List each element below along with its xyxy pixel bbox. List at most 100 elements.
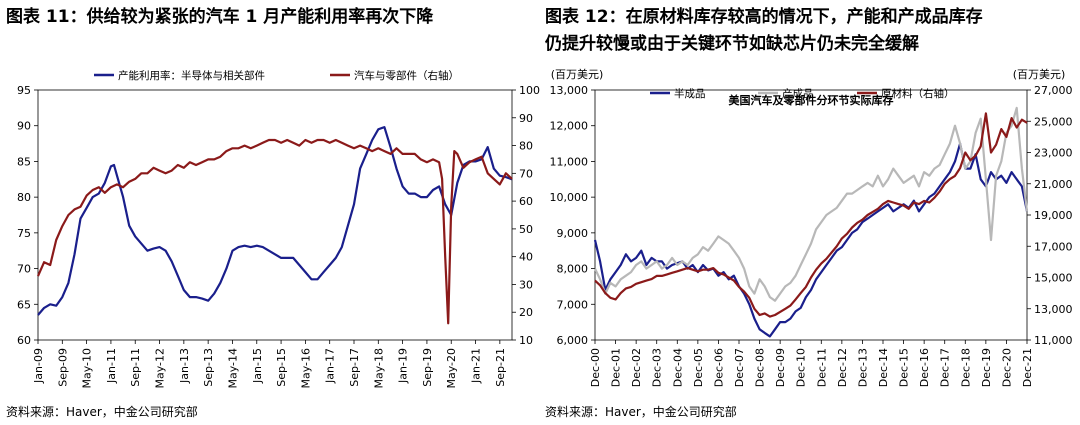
series-line-3 — [594, 112, 1028, 318]
y-left-tick-label: 8,000 — [557, 263, 589, 276]
legend-label: 原材料（右轴） — [881, 87, 955, 100]
plot-frame — [594, 89, 1028, 341]
y-left-tick-label: 75 — [17, 227, 31, 240]
x-tick-label: Jan-13 — [178, 348, 191, 384]
x-tick-label: Jan-21 — [470, 348, 483, 384]
y-right-tick-label: 60 — [519, 195, 533, 208]
y-right-tick-label: 19,000 — [1034, 209, 1073, 222]
y-right-tick-label: 20 — [519, 306, 533, 319]
x-tick-label: Sep-11 — [129, 348, 142, 387]
x-tick-label: Jan-19 — [397, 348, 410, 384]
x-tick-label: May-10 — [81, 348, 94, 389]
x-tick-label: May-14 — [226, 348, 239, 389]
source-note: 资料来源：Haver，中金公司研究部 — [545, 405, 737, 419]
y-left-tick-label: 6,000 — [557, 334, 589, 347]
y-right-tick-label: 27,000 — [1034, 84, 1073, 97]
y-left-unit-label: (百万美元) — [551, 68, 604, 81]
x-tick-label: Dec-00 — [589, 348, 602, 387]
y-left-tick-label: 60 — [17, 334, 31, 347]
capacity-utilization-chart: 60 65 70 75 80 85 90 95 10 20 30 40 50 60 70 80 90 100 Jan… — [17, 69, 540, 389]
x-tick-label: Dec-14 — [877, 348, 890, 387]
x-tick-label: Dec-08 — [754, 348, 767, 387]
series-line-2 — [594, 106, 1029, 302]
plot-frame — [37, 89, 513, 341]
y-right-tick-label: 90 — [519, 112, 533, 125]
y-right-tick-label: 30 — [519, 278, 533, 291]
chart-title: 美国汽车及零部件分环节实际库存 — [729, 93, 894, 107]
y-right-unit-label: (百万美元) — [1013, 68, 1066, 81]
x-tick-label: Dec-02 — [630, 348, 643, 387]
y-left-tick-label: 85 — [17, 155, 31, 168]
x-tick-label: Dec-04 — [671, 348, 684, 387]
legend-label: 半成品 — [674, 87, 706, 100]
y-right-tick-label: 50 — [519, 223, 533, 236]
x-tick-label: May-12 — [154, 348, 167, 389]
series-line-1 — [593, 142, 1029, 338]
series-line-1 — [37, 125, 513, 316]
x-tick-label: Dec-19 — [980, 348, 993, 387]
x-tick-label: Dec-10 — [795, 348, 808, 387]
y-right-tick-label: 25,000 — [1034, 115, 1073, 128]
x-tick-label: Sep-15 — [275, 348, 288, 387]
source-note: 资料来源：Haver，中金公司研究部 — [6, 405, 198, 419]
x-tick-label: Dec-07 — [733, 348, 746, 387]
y-right-tick-label: 70 — [519, 167, 533, 180]
y-left-tick-label: 10,000 — [550, 191, 589, 204]
legend-label: 汽车与零部件（右轴） — [354, 69, 459, 82]
y-right-tick-label: 40 — [519, 251, 533, 264]
x-tick-label: Dec-20 — [1000, 348, 1013, 387]
y-left-tick-label: 80 — [17, 191, 31, 204]
y-right-tick-label: 15,000 — [1034, 272, 1073, 285]
y-left-tick-label: 65 — [17, 298, 31, 311]
y-right-tick-label: 23,000 — [1034, 147, 1073, 160]
y-right-tick-label: 13,000 — [1034, 303, 1073, 316]
x-tick-label: May-18 — [372, 348, 385, 389]
y-left-tick-label: 9,000 — [557, 227, 589, 240]
x-tick-label: Sep-09 — [56, 348, 69, 387]
figure-11: 图表 11：供给较为紧张的汽车 1 月产能利用率再次下降 60 65 70 75 80 8… — [6, 4, 540, 419]
y-left-tick-label: 13,000 — [550, 84, 589, 97]
y-left-tick-label: 90 — [17, 120, 31, 133]
x-tick-label: Dec-16 — [918, 348, 931, 387]
x-tick-label: Dec-12 — [836, 348, 849, 387]
x-tick-label: May-20 — [445, 348, 458, 389]
figure-title-line-1: 图表 12：在原材料库存较高的情况下，产能和产成品库存 — [545, 7, 983, 27]
x-tick-label: Dec-09 — [774, 348, 787, 387]
x-tick-label: Jan-09 — [32, 348, 45, 384]
auto-inventory-chart: 6,000 7,000 8,000 9,000 10,000 11,000 12,000 13… — [550, 68, 1073, 387]
figure-title: 图表 12：在原材料库存较高的情况下，产能和产成品库存 仍提升较慢或由于关键环节… — [545, 4, 983, 58]
figure-title: 图表 11：供给较为紧张的汽车 1 月产能利用率再次下降 — [6, 4, 433, 31]
x-tick-label: Dec-11 — [815, 348, 828, 387]
x-tick-label: Sep-21 — [494, 348, 507, 387]
y-right-tick-label: 80 — [519, 140, 533, 153]
x-tick-label: Jan-15 — [251, 348, 264, 384]
y-left-tick-label: 95 — [17, 84, 31, 97]
x-tick-label: Sep-19 — [421, 348, 434, 387]
figure-12: 图表 12：在原材料库存较高的情况下，产能和产成品库存 仍提升较慢或由于关键环节… — [545, 0, 1080, 425]
x-tick-label: Dec-15 — [898, 348, 911, 387]
y-left-tick-label: 11,000 — [550, 155, 589, 168]
x-tick-label: Dec-01 — [610, 348, 623, 387]
y-right-tick-label: 17,000 — [1034, 240, 1073, 253]
legend-label: 产成品 — [782, 87, 814, 100]
y-right-tick-label: 11,000 — [1034, 334, 1073, 347]
x-tick-label: Dec-05 — [692, 348, 705, 387]
figure-title-line-2: 仍提升较慢或由于关键环节如缺芯片仍未完全缓解 — [545, 34, 919, 54]
x-tick-label: Dec-21 — [1021, 348, 1034, 387]
x-tick-label: Dec-18 — [959, 348, 972, 387]
y-right-tick-label: 100 — [519, 84, 540, 97]
x-tick-label: Dec-06 — [712, 348, 725, 387]
figure-title-line-1: 图表 11：供给较为紧张的汽车 1 月产能利用率再次下降 — [6, 7, 434, 27]
x-tick-label: Jan-17 — [324, 348, 337, 384]
y-right-tick-label: 10 — [519, 334, 533, 347]
x-tick-label: Jan-11 — [105, 348, 118, 384]
legend-label: 产能利用率：半导体与相关部件 — [118, 69, 265, 82]
x-tick-label: Dec-03 — [651, 348, 664, 387]
y-left-tick-label: 12,000 — [550, 120, 589, 133]
y-left-tick-label: 70 — [17, 263, 31, 276]
x-tick-label: Sep-17 — [348, 348, 361, 387]
x-tick-label: May-16 — [299, 348, 312, 389]
x-tick-label: Dec-17 — [939, 348, 952, 387]
series-line-2 — [36, 138, 513, 325]
y-left-tick-label: 7,000 — [557, 298, 589, 311]
